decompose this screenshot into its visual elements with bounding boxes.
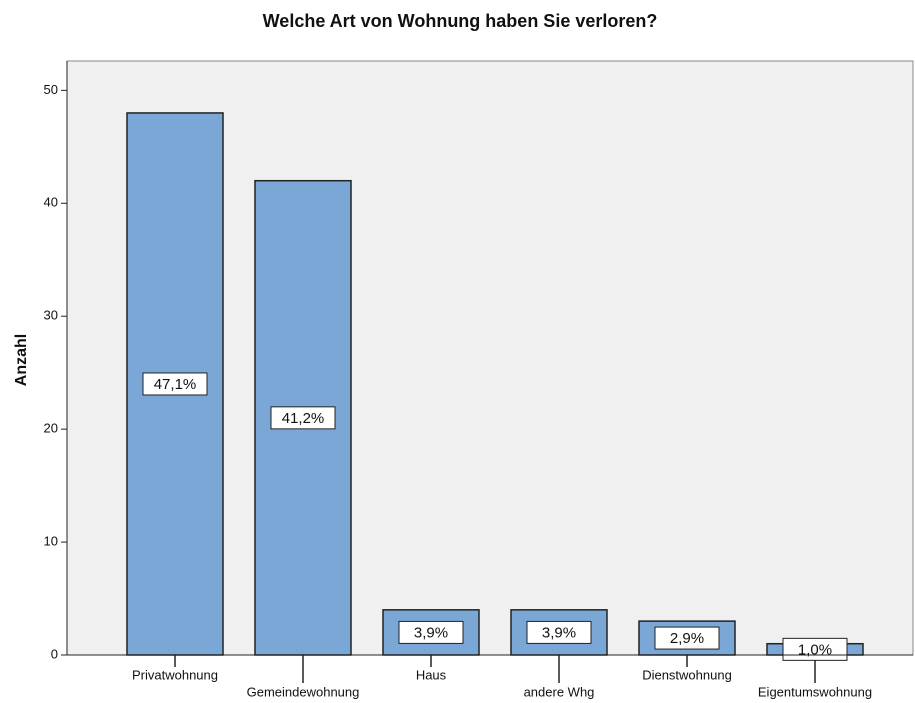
y-tick-label: 30	[44, 308, 58, 323]
x-tick-label: Eigentumswohnung	[758, 684, 872, 699]
data-label-box	[398, 620, 464, 644]
x-tick-label: Privatwohnung	[132, 667, 218, 682]
y-tick-label: 50	[44, 82, 58, 97]
data-label: 2,9%	[670, 630, 704, 647]
y-tick-label: 40	[44, 195, 58, 210]
y-tick-label: 10	[44, 534, 58, 549]
y-tick-label: 20	[44, 421, 58, 436]
data-label-box	[526, 620, 592, 644]
data-label-box	[270, 406, 336, 430]
x-tick-label: Haus	[416, 667, 447, 682]
data-label: 47,1%	[154, 376, 197, 393]
x-tick-label: andere Whg	[524, 684, 595, 699]
x-tick-label: Dienstwohnung	[642, 667, 732, 682]
y-tick-label: 0	[51, 646, 58, 661]
data-label-box	[654, 626, 720, 650]
chart-title: Welche Art von Wohnung haben Sie verlore…	[263, 11, 658, 31]
data-label: 1,0%	[798, 641, 832, 658]
x-tick-label: Gemeindewohnung	[247, 684, 360, 699]
y-axis-label: Anzahl	[13, 334, 30, 386]
data-label: 3,9%	[542, 624, 576, 641]
data-label-box	[142, 372, 208, 396]
data-label: 41,2%	[282, 410, 325, 427]
data-label: 3,9%	[414, 624, 448, 641]
